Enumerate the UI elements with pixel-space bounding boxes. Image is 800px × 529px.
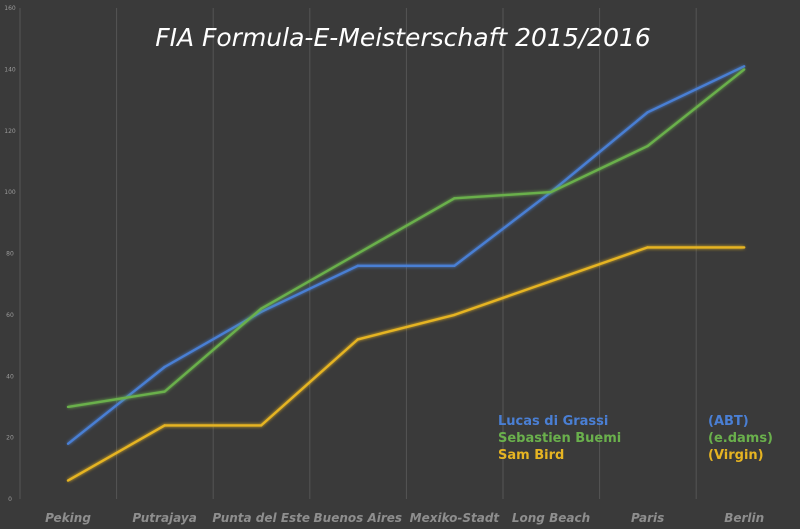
y-tick-label: 40 xyxy=(6,373,14,380)
data-point xyxy=(356,264,359,267)
legend-series-name: Sebastien Buemi xyxy=(498,431,621,446)
data-point xyxy=(66,479,70,482)
legend-series-name: Lucas di Grassi xyxy=(498,414,608,429)
data-point xyxy=(453,313,456,317)
data-point xyxy=(260,310,263,313)
series-line xyxy=(67,246,745,482)
x-tick-label: Punta del Este xyxy=(212,511,310,525)
data-point xyxy=(163,424,166,427)
x-tick-label: Paris xyxy=(631,511,664,525)
data-point xyxy=(163,390,166,393)
data-point xyxy=(743,68,746,71)
legend-series-name: Sam Bird xyxy=(498,448,564,463)
data-point xyxy=(646,144,649,148)
y-axis-ticks: 0 20 40 60 80 100 120 140 160 xyxy=(4,5,16,503)
data-point xyxy=(743,65,746,68)
data-point xyxy=(66,405,70,409)
data-point xyxy=(356,338,359,341)
data-point xyxy=(260,307,263,310)
data-point xyxy=(549,279,553,283)
data-point xyxy=(66,442,70,445)
legend-team-name: (Virgin) xyxy=(708,448,764,463)
data-point xyxy=(549,190,553,194)
legend-team-name: (e.dams) xyxy=(708,431,773,446)
y-tick-label: 0 xyxy=(8,496,12,503)
data-point xyxy=(453,197,456,200)
x-tick-label: Buenos Aires xyxy=(314,511,403,525)
y-tick-label: 100 xyxy=(4,189,16,196)
y-tick-label: 140 xyxy=(4,66,16,73)
y-tick-label: 80 xyxy=(6,251,14,258)
data-point xyxy=(646,246,649,249)
x-tick-label: Long Beach xyxy=(512,511,590,525)
x-tick-label: Mexiko-Stadt xyxy=(410,511,501,525)
chart-title: FIA Formula-E-Meisterschaft 2015/2016 xyxy=(155,23,651,52)
y-tick-label: 160 xyxy=(4,5,16,12)
y-tick-label: 20 xyxy=(6,435,14,442)
data-point xyxy=(453,264,456,267)
data-point xyxy=(743,246,746,249)
data-point xyxy=(646,111,649,114)
data-point xyxy=(163,365,166,369)
data-point xyxy=(356,252,359,255)
y-tick-label: 60 xyxy=(6,312,14,319)
x-tick-label: Berlin xyxy=(724,511,764,525)
gridlines xyxy=(19,8,697,499)
x-tick-label: Peking xyxy=(45,511,91,525)
x-axis-ticks: Peking Putrajaya Punta del Este Buenos Aire… xyxy=(45,511,764,525)
series-line xyxy=(67,68,745,409)
legend-team-name: (ABT) xyxy=(708,414,749,429)
y-tick-label: 120 xyxy=(4,128,16,135)
legend: Lucas di Grassi (ABT) Sebastien Buemi (e.da… xyxy=(498,414,773,463)
data-point xyxy=(260,424,263,427)
x-tick-label: Putrajaya xyxy=(132,511,196,525)
series-lines xyxy=(66,65,746,482)
series-line xyxy=(67,65,745,445)
